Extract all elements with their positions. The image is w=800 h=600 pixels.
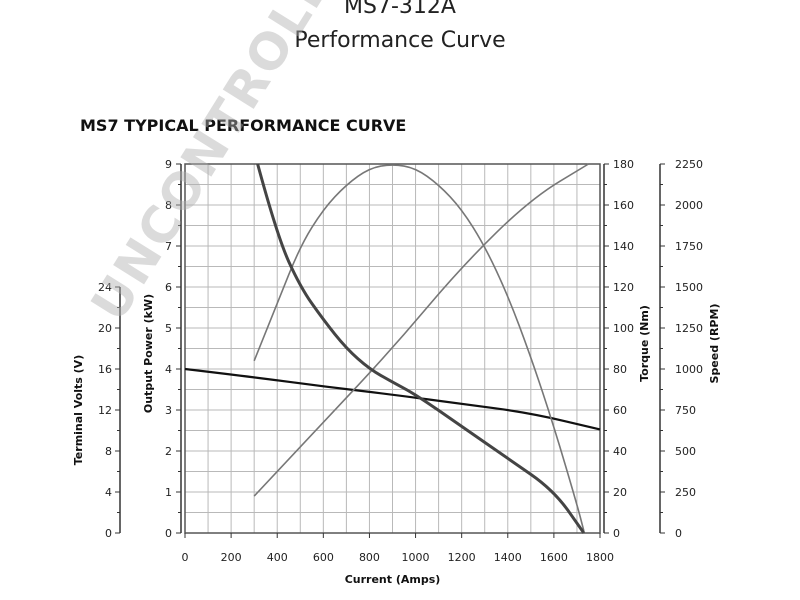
x-tick-label: 400 (267, 551, 288, 564)
torque-tick-label: 80 (613, 363, 627, 376)
speed-tick-label: 1750 (675, 240, 703, 253)
output-power-tick-label: 5 (165, 322, 172, 335)
torque-tick-label: 60 (613, 404, 627, 417)
terminal-volts-tick-label: 20 (98, 322, 112, 335)
speed-tick-label: 1000 (675, 363, 703, 376)
speed-tick-label: 1250 (675, 322, 703, 335)
speed-axis-label: Speed (RPM) (708, 304, 721, 384)
torque-series-line (253, 163, 589, 497)
output-power-tick-label: 8 (165, 199, 172, 212)
terminal-volts-tick-label: 0 (105, 527, 112, 540)
x-tick-label: 1200 (448, 551, 476, 564)
terminal-volts-tick-label: 24 (98, 281, 112, 294)
speed-tick-label: 750 (675, 404, 696, 417)
torque-tick-label: 140 (613, 240, 634, 253)
output-power-axis-label: Output Power (kW) (142, 294, 155, 413)
torque-tick-label: 180 (613, 158, 634, 171)
output-power-tick-label: 9 (165, 158, 172, 171)
output-power-tick-label: 3 (165, 404, 172, 417)
output-power-tick-label: 1 (165, 486, 172, 499)
x-tick-label: 600 (313, 551, 334, 564)
torque-tick-label: 20 (613, 486, 627, 499)
terminal-volts-series-line (184, 367, 601, 431)
terminal-volts-axis-label: Terminal Volts (V) (72, 355, 85, 465)
speed-tick-label: 250 (675, 486, 696, 499)
torque-tick-label: 120 (613, 281, 634, 294)
terminal-volts-tick-label: 8 (105, 445, 112, 458)
page-subtitle: Performance Curve (294, 28, 506, 53)
speed-tick-label: 2250 (675, 158, 703, 171)
x-tick-label: 1000 (402, 551, 430, 564)
output-power-tick-label: 6 (165, 281, 172, 294)
x-tick-label: 1600 (540, 551, 568, 564)
torque-tick-label: 0 (613, 527, 620, 540)
speed-tick-label: 0 (675, 527, 682, 540)
terminal-volts-tick-label: 4 (105, 486, 112, 499)
terminal-volts-tick-label: 16 (98, 363, 112, 376)
torque-tick-label: 160 (613, 199, 634, 212)
x-tick-label: 200 (221, 551, 242, 564)
x-tick-label: 800 (359, 551, 380, 564)
output-power-series-line (253, 164, 585, 532)
output-power-tick-label: 2 (165, 445, 172, 458)
plot-frame (184, 163, 601, 534)
torque-axis-label: Torque (Nm) (638, 305, 651, 382)
x-axis-label: Current (Amps) (345, 573, 441, 586)
x-tick-label: 1400 (494, 551, 522, 564)
torque-tick-label: 40 (613, 445, 627, 458)
output-power-tick-label: 4 (165, 363, 172, 376)
output-power-tick-label: 0 (165, 527, 172, 540)
torque-tick-label: 100 (613, 322, 634, 335)
x-tick-label: 1800 (586, 551, 614, 564)
x-tick-label: 0 (182, 551, 189, 564)
output-power-tick-label: 7 (165, 240, 172, 253)
chart-heading: MS7 TYPICAL PERFORMANCE CURVE (80, 116, 407, 135)
speed-tick-label: 1500 (675, 281, 703, 294)
speed-series-line (256, 163, 586, 534)
speed-tick-label: 500 (675, 445, 696, 458)
model-title: MS7-312A (344, 0, 456, 19)
terminal-volts-tick-label: 12 (98, 404, 112, 417)
speed-tick-label: 2000 (675, 199, 703, 212)
